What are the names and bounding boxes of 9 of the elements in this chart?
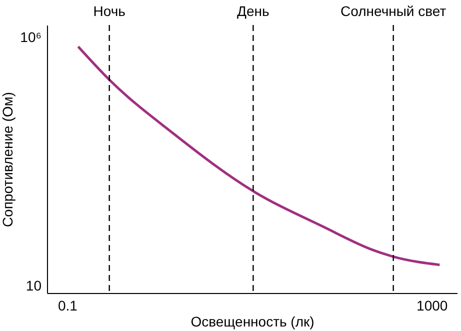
x-axis-title: Освещенность (лк): [190, 314, 314, 330]
y-tick-label: 10: [26, 277, 42, 294]
x-tick-label: 0.1: [58, 298, 78, 314]
y-axis-title: Сопротивление (Ом): [0, 92, 16, 228]
x-tick-label: 1000: [416, 298, 448, 314]
y-tick-label: 10⁶: [20, 29, 42, 46]
ref-line-label: Ночь: [93, 3, 126, 19]
ref-line-label: День: [237, 3, 270, 19]
ref-line-label: Солнечный свет: [340, 3, 447, 19]
